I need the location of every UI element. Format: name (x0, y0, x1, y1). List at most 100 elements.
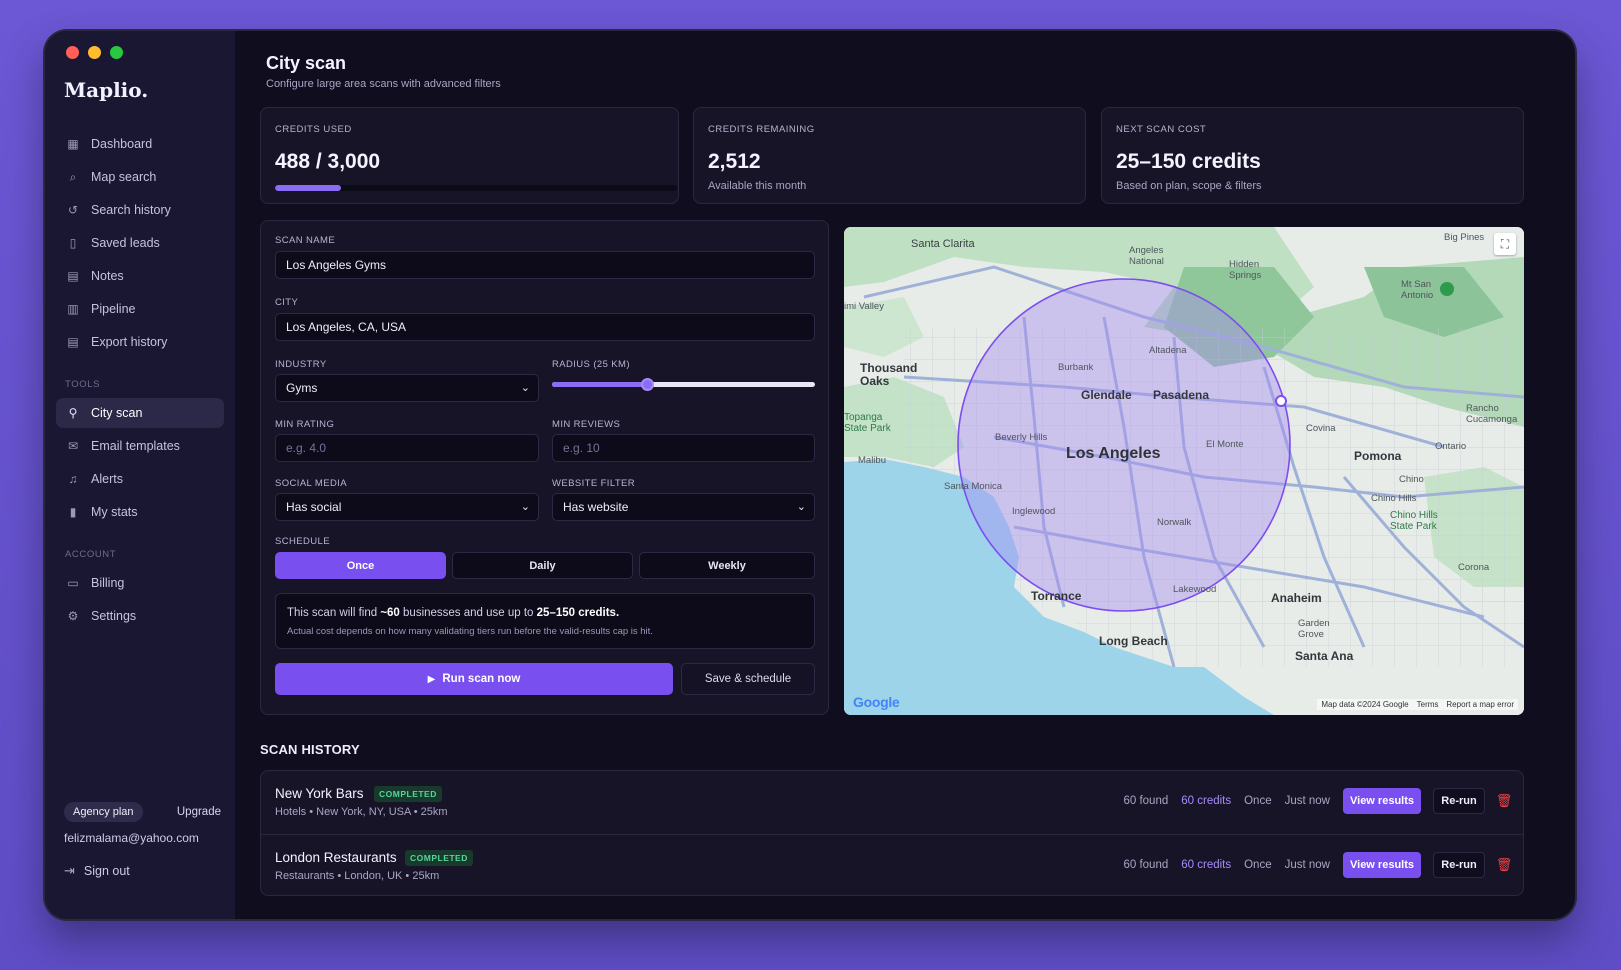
schedule-daily-button[interactable]: Daily (452, 552, 633, 579)
map-label-pomona: Pomona (1354, 449, 1402, 463)
sidebar-item-saved-leads[interactable]: ▯ Saved leads (56, 228, 224, 258)
scan-name-input[interactable]: Los Angeles Gyms (275, 251, 815, 279)
scan-frequency: Once (1244, 859, 1272, 871)
sidebar-item-notes[interactable]: ▤ Notes (56, 261, 224, 291)
play-icon: ▶ (427, 673, 436, 685)
view-results-button[interactable]: View results (1343, 852, 1421, 878)
credits-progress-bar (275, 185, 677, 191)
main-content: City scan Configure large area scans wit… (235, 31, 1575, 919)
map-label-el-monte: El Monte (1206, 439, 1244, 450)
sidebar-item-email-templates[interactable]: ✉ Email templates (56, 431, 224, 461)
user-email: felizmalama@yahoo.com (64, 831, 199, 845)
window-controls (66, 46, 123, 59)
sidebar-item-label: Pipeline (91, 302, 136, 316)
save-schedule-button[interactable]: Save & schedule (681, 663, 815, 695)
sidebar: Maplio. ▦ Dashboard ⌕ Map search ↺ Search h… (45, 31, 235, 919)
map-label-los-angeles: Los Angeles (1066, 445, 1161, 462)
found-count: 60 found (1123, 795, 1169, 807)
map-label-covina: Covina (1306, 423, 1336, 434)
sidebar-item-label: Search history (91, 203, 171, 217)
history-icon: ↺ (67, 203, 79, 217)
status-badge: COMPLETED (405, 850, 473, 866)
sidebar-item-billing[interactable]: ▭ Billing (56, 568, 224, 598)
schedule-weekly-button[interactable]: Weekly (639, 552, 815, 579)
min-rating-input[interactable]: e.g. 4.0 (275, 434, 539, 462)
estimate-prefix: This scan will find (287, 607, 381, 619)
bell-icon: ♫ (68, 472, 78, 486)
stat-value: 25–150 credits (1116, 150, 1261, 173)
city-input[interactable]: Los Angeles, CA, USA (275, 313, 815, 341)
map-label-glendale: Glendale (1081, 388, 1132, 402)
scan-area-map[interactable]: Santa Clarita Angeles National Hidden Sp… (844, 227, 1524, 715)
map-label-hidden-springs: Hidden Springs (1229, 259, 1262, 281)
scan-row-actions: 60 found 60 credits Once Just now View r… (1123, 852, 1513, 878)
sidebar-item-dashboard[interactable]: ▦ Dashboard (56, 129, 224, 159)
scan-estimate-note: Actual cost depends on how many validati… (287, 626, 653, 637)
social-media-value: Has social (286, 500, 342, 514)
schedule-once-button[interactable]: Once (275, 552, 446, 579)
map-data-text: Map data ©2024 Google (1321, 700, 1409, 709)
sidebar-item-export-history[interactable]: ▤ Export history (56, 327, 224, 357)
sidebar-item-label: Email templates (91, 439, 180, 453)
card-icon: ▭ (67, 576, 79, 590)
map-label-long-beach: Long Beach (1099, 634, 1168, 648)
trash-icon[interactable]: 🗑 (1495, 793, 1513, 808)
minimize-window-button[interactable] (88, 46, 101, 59)
note-icon: ▤ (67, 269, 79, 283)
map-label-chino-hills-sp: Chino Hills State Park (1390, 510, 1438, 532)
sidebar-item-my-stats[interactable]: ▮ My stats (56, 497, 224, 527)
next-scan-cost-card: NEXT SCAN COST 25–150 credits Based on p… (1101, 107, 1524, 204)
scan-time: Just now (1284, 859, 1330, 871)
credits-remaining-card: CREDITS REMAINING 2,512 Available this m… (693, 107, 1086, 204)
sidebar-item-settings[interactable]: ⚙ Settings (56, 601, 224, 631)
scan-name: New York Bars (275, 786, 364, 801)
radius-slider-thumb[interactable] (640, 378, 654, 391)
min-reviews-input[interactable]: e.g. 10 (552, 434, 815, 462)
rerun-button[interactable]: Re-run (1433, 852, 1485, 878)
map-terms-link[interactable]: Terms (1416, 700, 1439, 709)
status-badge: COMPLETED (374, 786, 442, 802)
sidebar-item-search-history[interactable]: ↺ Search history (56, 195, 224, 225)
run-scan-button[interactable]: ▶ Run scan now (275, 663, 673, 695)
industry-value: Gyms (286, 381, 318, 395)
map-attribution: Map data ©2024 Google Terms Report a map… (1317, 699, 1518, 710)
industry-label: INDUSTRY (275, 359, 327, 370)
upgrade-link[interactable]: Upgrade (176, 806, 221, 818)
estimate-mid: businesses and use up to (399, 607, 537, 619)
scan-form-card: SCAN NAME Los Angeles Gyms CITY Los Ange… (260, 220, 829, 715)
scan-history-title: SCAN HISTORY (260, 742, 360, 757)
stat-value: 2,512 (708, 150, 761, 173)
stat-label: CREDITS USED (275, 124, 352, 135)
map-label-santa-clarita: Santa Clarita (911, 238, 975, 250)
stat-sub: Based on plan, scope & filters (1116, 180, 1262, 192)
tools-section-label: TOOLS (65, 379, 101, 390)
view-results-button[interactable]: View results (1343, 788, 1421, 814)
radius-slider[interactable] (552, 378, 815, 391)
map-label-norwalk: Norwalk (1157, 517, 1192, 528)
industry-select[interactable]: Gyms ⌄ (275, 374, 539, 402)
min-reviews-label: MIN REVIEWS (552, 419, 621, 430)
fullscreen-icon[interactable]: ⛶ (1494, 233, 1516, 255)
close-window-button[interactable] (66, 46, 79, 59)
sidebar-item-map-search[interactable]: ⌕ Map search (56, 162, 224, 192)
map-label-rancho-cucamonga: Rancho Cucamonga (1466, 403, 1518, 425)
app-logo[interactable]: Maplio. (64, 78, 149, 102)
sidebar-item-alerts[interactable]: ♫ Alerts (56, 464, 224, 494)
bar-chart-icon: ▮ (69, 505, 77, 519)
maximize-window-button[interactable] (110, 46, 123, 59)
social-media-label: SOCIAL MEDIA (275, 478, 348, 489)
stat-sub: Available this month (708, 180, 807, 192)
website-filter-select[interactable]: Has website ⌄ (552, 493, 815, 521)
sidebar-item-pipeline[interactable]: ▥ Pipeline (56, 294, 224, 324)
social-media-select[interactable]: Has social ⌄ (275, 493, 539, 521)
map-report-link[interactable]: Report a map error (1446, 700, 1514, 709)
map-label-ontario: Ontario (1435, 441, 1467, 452)
map-label-mt-san-antonio: Mt San Antonio (1401, 279, 1434, 301)
sidebar-item-label: City scan (91, 406, 143, 420)
trash-icon[interactable]: 🗑 (1495, 857, 1513, 872)
sidebar-item-city-scan[interactable]: ⚲ City scan (56, 398, 224, 428)
chevron-down-icon: ⌄ (520, 382, 530, 394)
sign-out-button[interactable]: ⇥ Sign out (64, 863, 221, 879)
rerun-button[interactable]: Re-run (1433, 788, 1485, 814)
map-label-big-pines: Big Pines (1444, 232, 1485, 243)
